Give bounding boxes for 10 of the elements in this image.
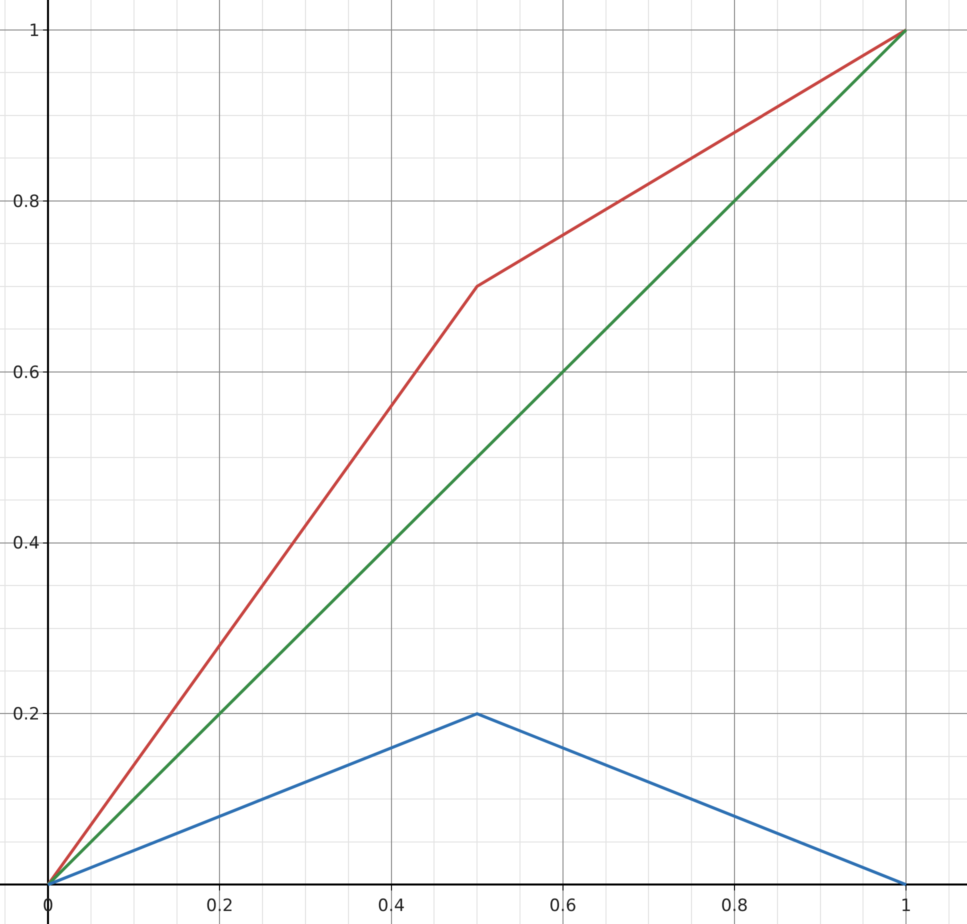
x-tick-label: 1 — [900, 896, 912, 916]
x-tick-label: 0.4 — [378, 896, 405, 916]
x-tick-label: 0.6 — [549, 896, 576, 916]
y-tick-label: 0.6 — [12, 362, 40, 383]
x-tick-label: 0.8 — [720, 896, 748, 916]
y-tick-label: 0.2 — [12, 704, 40, 725]
y-tick-label: 1 — [28, 20, 40, 41]
y-tick-label: 0.4 — [12, 534, 40, 554]
x-tick-label: 0.2 — [206, 896, 234, 916]
y-tick-label: 0.8 — [12, 192, 40, 212]
